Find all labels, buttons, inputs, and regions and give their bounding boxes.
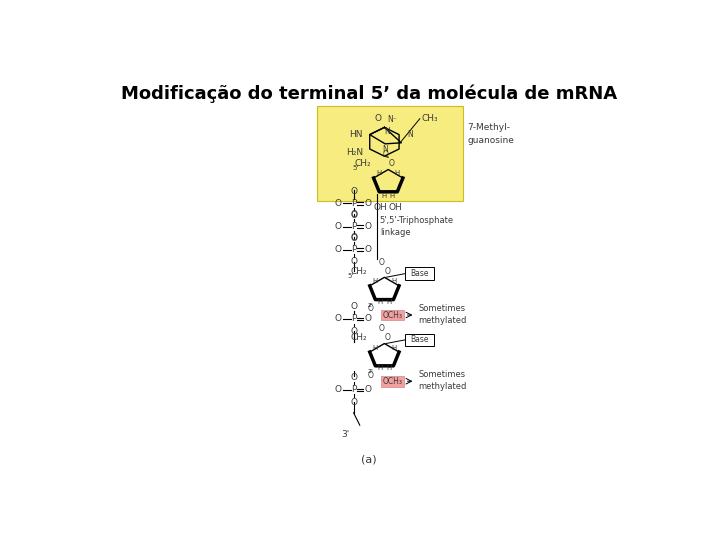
Text: OCH₃: OCH₃ bbox=[382, 377, 402, 386]
Text: P: P bbox=[351, 314, 356, 323]
Text: CH₃: CH₃ bbox=[421, 114, 438, 123]
Text: H: H bbox=[386, 365, 391, 371]
Text: O: O bbox=[368, 305, 374, 313]
Text: 3': 3' bbox=[342, 430, 350, 439]
Text: H: H bbox=[372, 345, 377, 350]
Text: O: O bbox=[350, 234, 357, 244]
Text: 5': 5' bbox=[347, 273, 354, 279]
Text: P: P bbox=[351, 222, 356, 231]
Text: OH: OH bbox=[389, 202, 402, 212]
Text: H: H bbox=[378, 299, 383, 305]
Text: OH: OH bbox=[374, 202, 387, 212]
Text: H₂N: H₂N bbox=[346, 148, 363, 157]
Text: N⁻: N⁻ bbox=[387, 116, 397, 124]
Text: OCH₃: OCH₃ bbox=[382, 310, 402, 320]
Text: CH₂: CH₂ bbox=[351, 267, 367, 275]
Text: H: H bbox=[392, 278, 397, 284]
Text: O: O bbox=[350, 211, 357, 220]
Text: O: O bbox=[350, 187, 357, 195]
Text: 7-Methyl-
guanosine: 7-Methyl- guanosine bbox=[467, 123, 514, 145]
Text: N: N bbox=[408, 130, 413, 139]
Text: H: H bbox=[390, 193, 395, 199]
FancyBboxPatch shape bbox=[381, 376, 404, 387]
Text: Base: Base bbox=[410, 269, 429, 278]
Text: O: O bbox=[384, 333, 390, 342]
Text: CH₂: CH₂ bbox=[355, 159, 372, 168]
Text: P: P bbox=[351, 385, 356, 394]
FancyBboxPatch shape bbox=[405, 334, 434, 346]
Text: H: H bbox=[378, 365, 383, 371]
Text: H: H bbox=[377, 171, 382, 177]
Text: Base: Base bbox=[410, 335, 429, 344]
Text: O: O bbox=[368, 370, 374, 380]
Text: O: O bbox=[379, 324, 384, 333]
Text: O: O bbox=[350, 397, 357, 407]
Text: P: P bbox=[351, 245, 356, 254]
Text: O: O bbox=[364, 245, 372, 254]
Text: O: O bbox=[384, 267, 390, 276]
Text: 2': 2' bbox=[368, 369, 374, 374]
Text: O: O bbox=[334, 314, 341, 323]
Text: O: O bbox=[350, 210, 357, 219]
Text: 5': 5' bbox=[353, 165, 359, 171]
Text: O: O bbox=[364, 199, 372, 208]
Text: O: O bbox=[364, 314, 372, 323]
Text: O: O bbox=[334, 385, 341, 394]
Text: O: O bbox=[350, 373, 357, 382]
Text: H: H bbox=[392, 345, 397, 350]
FancyBboxPatch shape bbox=[318, 106, 463, 201]
Text: O: O bbox=[350, 302, 357, 311]
Text: O: O bbox=[379, 258, 384, 267]
Text: O: O bbox=[350, 258, 357, 266]
Text: H: H bbox=[372, 278, 377, 284]
Text: (a): (a) bbox=[361, 454, 377, 464]
FancyBboxPatch shape bbox=[405, 267, 434, 280]
Text: O: O bbox=[374, 114, 382, 123]
Text: O: O bbox=[350, 327, 357, 336]
Text: 2': 2' bbox=[368, 303, 374, 308]
Text: O: O bbox=[334, 245, 341, 254]
Text: HN: HN bbox=[349, 130, 363, 139]
Text: O: O bbox=[388, 159, 395, 168]
Text: P: P bbox=[351, 199, 356, 208]
Text: O: O bbox=[364, 222, 372, 231]
Text: CH₂: CH₂ bbox=[351, 333, 367, 342]
Text: O: O bbox=[364, 385, 372, 394]
Text: N: N bbox=[384, 126, 390, 136]
Text: 5',5'-Triphosphate
linkage: 5',5'-Triphosphate linkage bbox=[379, 216, 454, 237]
Text: O: O bbox=[350, 233, 357, 242]
FancyBboxPatch shape bbox=[381, 309, 404, 320]
Text: Sometimes
methylated: Sometimes methylated bbox=[418, 304, 467, 325]
Text: Sometimes
methylated: Sometimes methylated bbox=[418, 370, 467, 391]
Text: H: H bbox=[395, 171, 400, 177]
Text: O: O bbox=[334, 199, 341, 208]
Text: O: O bbox=[382, 150, 388, 159]
Text: Modificação do terminal 5’ da molécula de mRNA: Modificação do terminal 5’ da molécula d… bbox=[121, 84, 617, 103]
Text: H: H bbox=[382, 193, 387, 199]
Text: H: H bbox=[386, 299, 391, 305]
Text: N: N bbox=[382, 145, 388, 154]
Text: O: O bbox=[334, 222, 341, 231]
